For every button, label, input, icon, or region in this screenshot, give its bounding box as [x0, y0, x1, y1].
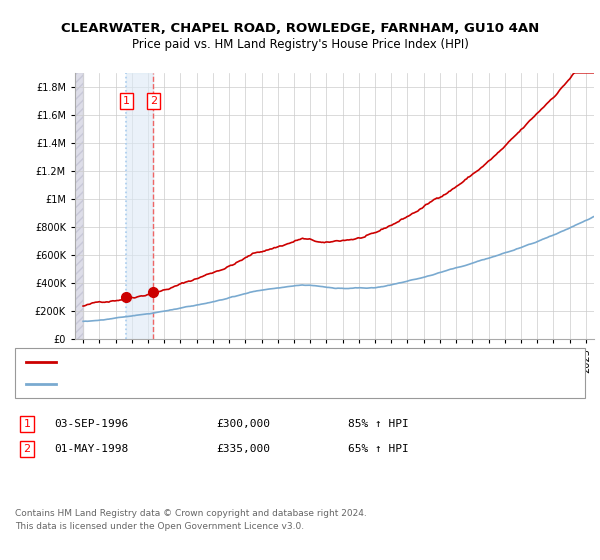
Text: CLEARWATER, CHAPEL ROAD, ROWLEDGE, FARNHAM, GU10 4AN (detached house): CLEARWATER, CHAPEL ROAD, ROWLEDGE, FARNH… — [62, 357, 491, 367]
Text: £300,000: £300,000 — [216, 419, 270, 429]
Text: 1: 1 — [123, 96, 130, 106]
Text: 65% ↑ HPI: 65% ↑ HPI — [348, 444, 409, 454]
Bar — [127, 73, 154, 339]
Text: 2: 2 — [23, 444, 31, 454]
Text: 2: 2 — [150, 96, 157, 106]
Text: 03-SEP-1996: 03-SEP-1996 — [54, 419, 128, 429]
Text: HPI: Average price, detached house, Waverley: HPI: Average price, detached house, Wave… — [62, 379, 303, 389]
Text: 01-MAY-1998: 01-MAY-1998 — [54, 444, 128, 454]
Text: £335,000: £335,000 — [216, 444, 270, 454]
Text: 85% ↑ HPI: 85% ↑ HPI — [348, 419, 409, 429]
Text: Contains HM Land Registry data © Crown copyright and database right 2024.
This d: Contains HM Land Registry data © Crown c… — [15, 508, 367, 531]
Text: CLEARWATER, CHAPEL ROAD, ROWLEDGE, FARNHAM, GU10 4AN: CLEARWATER, CHAPEL ROAD, ROWLEDGE, FARNH… — [61, 22, 539, 35]
Text: 1: 1 — [23, 419, 31, 429]
Text: Price paid vs. HM Land Registry's House Price Index (HPI): Price paid vs. HM Land Registry's House … — [131, 38, 469, 51]
